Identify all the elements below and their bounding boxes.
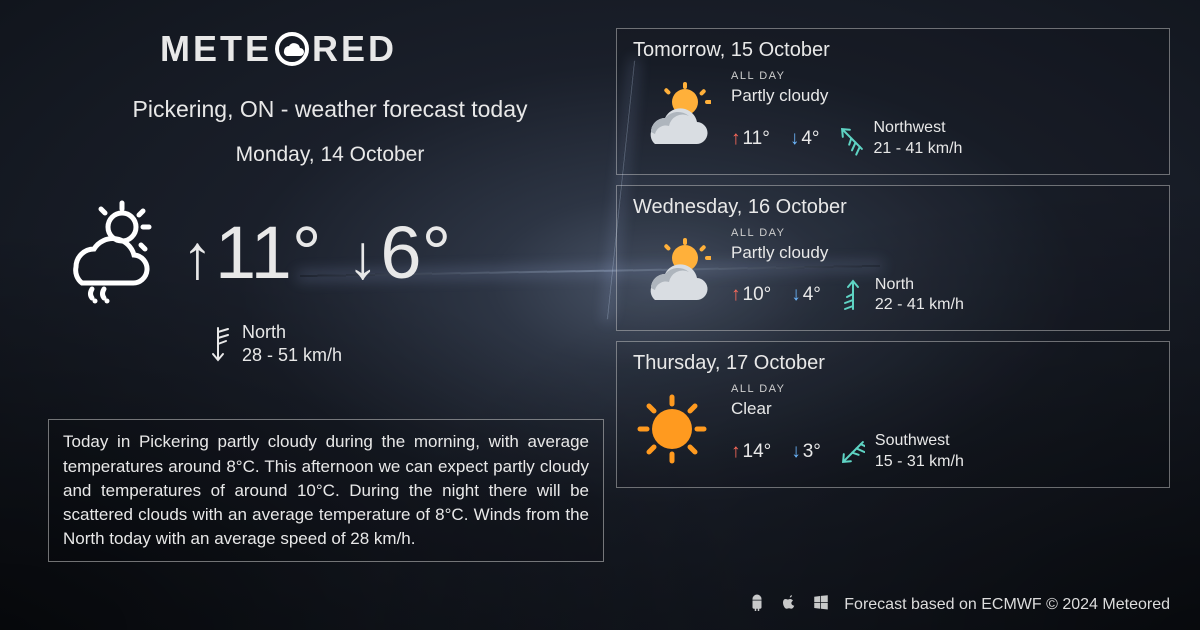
allday-label: ALL DAY	[731, 227, 1153, 239]
allday-label: ALL DAY	[731, 383, 1153, 395]
today-wind-dir: North	[242, 321, 342, 344]
partly-icon	[633, 236, 711, 306]
footer: Forecast based on ECMWF © 2024 Meteored	[748, 593, 1170, 616]
day-condition: Partly cloudy	[731, 243, 1153, 263]
today-high: ↑11°	[182, 210, 321, 295]
brand-logo: METE RED	[160, 28, 590, 70]
day-title: Thursday, 17 October	[633, 352, 1153, 375]
rain-cloud-sun-icon	[50, 197, 160, 307]
day-wind: North 22 - 41 km/h	[841, 275, 991, 317]
footer-text: Forecast based on ECMWF © 2024 Meteored	[844, 596, 1170, 614]
wind-vane-icon	[204, 324, 232, 364]
today-wind: North 28 - 51 km/h	[204, 321, 590, 366]
forecast-day-card: Thursday, 17 October ALL DAY Clear ↑14° …	[616, 341, 1170, 488]
brand-post: RED	[312, 28, 397, 70]
page-title: Pickering, ON - weather forecast today	[70, 96, 590, 123]
partly-icon	[633, 80, 711, 150]
day-low: ↓4°	[790, 128, 820, 150]
day-high: ↑14°	[731, 441, 771, 463]
day-wind: Northwest 21 - 41 km/h	[840, 118, 990, 160]
day-high: ↑10°	[731, 284, 771, 306]
platform-icons	[748, 593, 830, 616]
day-wind-speed: 22 - 41 km/h	[875, 295, 964, 316]
day-condition: Clear	[731, 399, 1153, 419]
day-high: ↑11°	[731, 128, 770, 150]
day-wind-dir: Northwest	[874, 118, 963, 139]
day-wind-dir: Southwest	[875, 431, 964, 452]
today-summary-row: ↑11° ↓6°	[50, 197, 590, 307]
today-low: ↓6°	[347, 210, 451, 295]
day-title: Wednesday, 16 October	[633, 196, 1153, 219]
today-wind-speed: 28 - 51 km/h	[242, 344, 342, 367]
wind-vane-icon	[841, 432, 865, 472]
android-icon	[748, 593, 766, 616]
brand-pre: METE	[160, 28, 272, 70]
day-wind: Southwest 15 - 31 km/h	[841, 431, 991, 473]
forecast-summary: Today in Pickering partly cloudy during …	[48, 419, 604, 562]
windows-icon	[812, 593, 830, 616]
forecast-day-card: Wednesday, 16 October ALL DAY Partly clo…	[616, 185, 1170, 332]
day-low: ↓4°	[791, 284, 821, 306]
day-wind-speed: 21 - 41 km/h	[874, 139, 963, 160]
wind-vane-icon	[840, 119, 864, 159]
day-low: ↓3°	[791, 441, 821, 463]
today-date: Monday, 14 October	[70, 143, 590, 167]
clear-icon	[633, 393, 711, 463]
day-title: Tomorrow, 15 October	[633, 39, 1153, 62]
allday-label: ALL DAY	[731, 70, 1153, 82]
day-wind-dir: North	[875, 275, 964, 296]
apple-icon	[780, 593, 798, 616]
wind-vane-icon	[841, 275, 865, 315]
day-condition: Partly cloudy	[731, 86, 1153, 106]
forecast-day-card: Tomorrow, 15 October ALL DAY Partly clou…	[616, 28, 1170, 175]
day-wind-speed: 15 - 31 km/h	[875, 452, 964, 473]
brand-cloud-icon	[275, 32, 309, 66]
